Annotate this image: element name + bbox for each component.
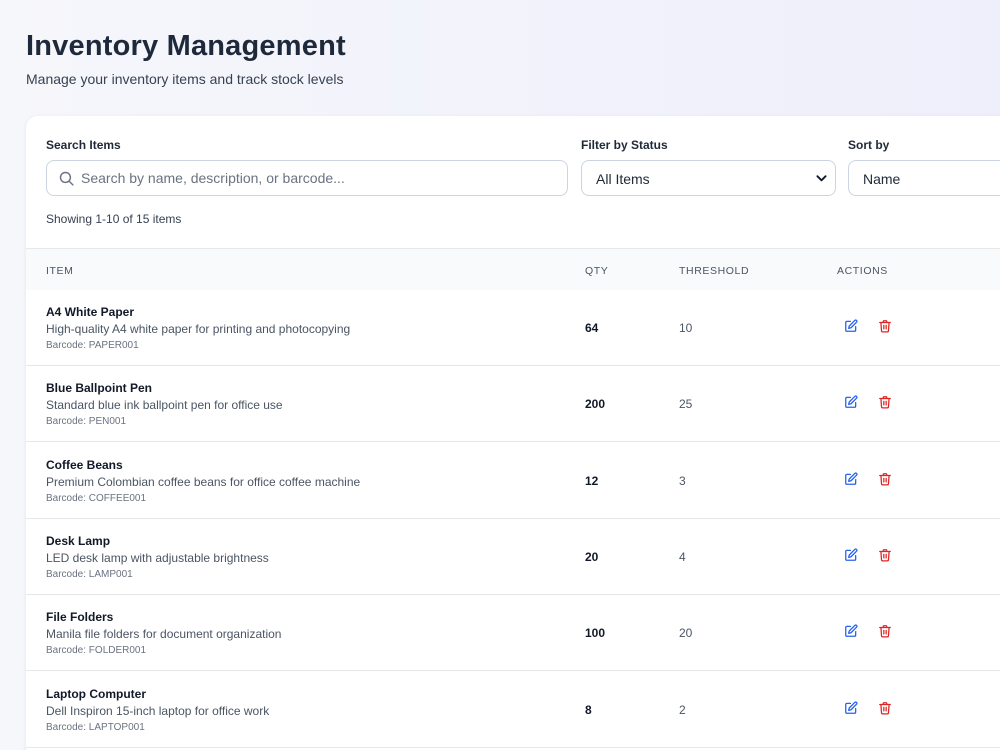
trash-icon — [879, 320, 891, 333]
search-icon — [59, 171, 74, 186]
item-threshold: 4 — [679, 549, 686, 564]
item-qty: 64 — [585, 321, 599, 335]
item-description: High-quality A4 white paper for printing… — [46, 322, 351, 336]
table-row: Coffee Beans Premium Colombian coffee be… — [26, 442, 1000, 519]
item-qty: 8 — [585, 702, 592, 717]
delete-button[interactable] — [878, 548, 894, 564]
edit-icon — [845, 548, 858, 561]
item-description: Standard blue ink ballpoint pen for offi… — [46, 398, 283, 413]
item-qty: 200 — [585, 397, 606, 412]
delete-button[interactable] — [878, 472, 894, 488]
column-header-actions: Actions — [837, 265, 888, 277]
column-header-threshold: Threshold — [679, 265, 750, 277]
delete-button[interactable] — [878, 319, 894, 335]
edit-icon — [845, 472, 858, 485]
column-header-qty: Qty — [585, 265, 609, 277]
chevron-down-icon — [816, 175, 827, 182]
table-row: Desk Lamp LED desk lamp with adjustable … — [26, 518, 1000, 595]
filters-panel: Search Items Filter by Status All Items … — [26, 116, 1000, 248]
item-name: A4 White Paper — [46, 305, 135, 319]
trash-icon — [879, 396, 891, 409]
sort-value: Name — [863, 171, 901, 187]
table-row: A4 White Paper High-quality A4 white pap… — [26, 290, 1000, 366]
item-description: LED desk lamp with adjustable brightness — [46, 550, 269, 565]
table-row: Blue Ballpoint Pen Standard blue ink bal… — [26, 366, 1000, 443]
delete-button[interactable] — [878, 624, 894, 640]
item-description: Dell Inspiron 15-inch laptop for office … — [46, 703, 270, 718]
page-subtitle: Manage your inventory items and track st… — [26, 71, 344, 87]
edit-button[interactable] — [844, 548, 860, 564]
item-barcode: Barcode: PEN001 — [46, 416, 127, 428]
item-barcode: Barcode: FOLDER001 — [46, 645, 147, 657]
edit-button[interactable] — [844, 624, 860, 640]
item-qty: 100 — [585, 626, 606, 641]
page-title: Inventory Management — [26, 30, 346, 62]
table-row: Laptop Computer Dell Inspiron 15-inch la… — [26, 671, 1000, 748]
trash-icon — [879, 472, 891, 486]
item-threshold: 3 — [679, 473, 686, 488]
edit-button[interactable] — [844, 395, 860, 411]
item-description: Manila file folders for document organiz… — [46, 627, 282, 642]
delete-button[interactable] — [878, 395, 894, 411]
item-barcode: Barcode: LAMP001 — [46, 568, 133, 580]
sort-label: Sort by — [848, 138, 890, 152]
item-qty: 12 — [585, 473, 599, 488]
table-row: File Folders Manila file folders for doc… — [26, 595, 1000, 672]
edit-icon — [845, 700, 858, 714]
table-header: Item Qty Threshold Actions — [26, 248, 1000, 290]
edit-button[interactable] — [844, 700, 860, 717]
edit-button[interactable] — [844, 472, 860, 488]
edit-button[interactable] — [844, 319, 860, 335]
edit-icon — [845, 319, 858, 332]
trash-icon — [879, 701, 891, 714]
item-name: File Folders — [46, 610, 114, 625]
item-name: Laptop Computer — [46, 686, 146, 701]
item-barcode: Barcode: COFFEE001 — [46, 492, 147, 504]
trash-icon — [879, 625, 891, 638]
item-threshold: 10 — [679, 321, 693, 335]
item-description: Premium Colombian coffee beans for offic… — [46, 474, 361, 489]
delete-button[interactable] — [878, 701, 894, 717]
status-filter-label: Filter by Status — [581, 138, 668, 152]
item-threshold: 25 — [679, 397, 693, 412]
column-header-item: Item — [46, 265, 74, 277]
item-threshold: 2 — [679, 702, 686, 717]
item-name: Blue Ballpoint Pen — [46, 381, 153, 396]
item-barcode: Barcode: LAPTOP001 — [46, 721, 145, 733]
trash-icon — [879, 548, 891, 562]
status-filter-value: All Items — [596, 171, 650, 187]
item-name: Coffee Beans — [46, 457, 123, 472]
item-name: Desk Lamp — [46, 533, 111, 548]
edit-icon — [845, 395, 858, 409]
edit-icon — [845, 624, 858, 638]
results-count: Showing 1-10 of 15 items — [46, 212, 182, 226]
inventory-card: Search Items Filter by Status All Items … — [26, 116, 1000, 750]
item-qty: 20 — [585, 549, 599, 564]
search-label: Search Items — [46, 138, 121, 152]
search-box[interactable] — [46, 160, 568, 196]
item-barcode: Barcode: PAPER001 — [46, 340, 139, 351]
page-header: Inventory Management Manage your invento… — [26, 28, 346, 88]
item-threshold: 20 — [679, 626, 693, 641]
sort-select[interactable]: Name — [848, 160, 1000, 196]
status-filter-select[interactable]: All Items — [581, 160, 836, 196]
search-input[interactable] — [81, 161, 551, 195]
